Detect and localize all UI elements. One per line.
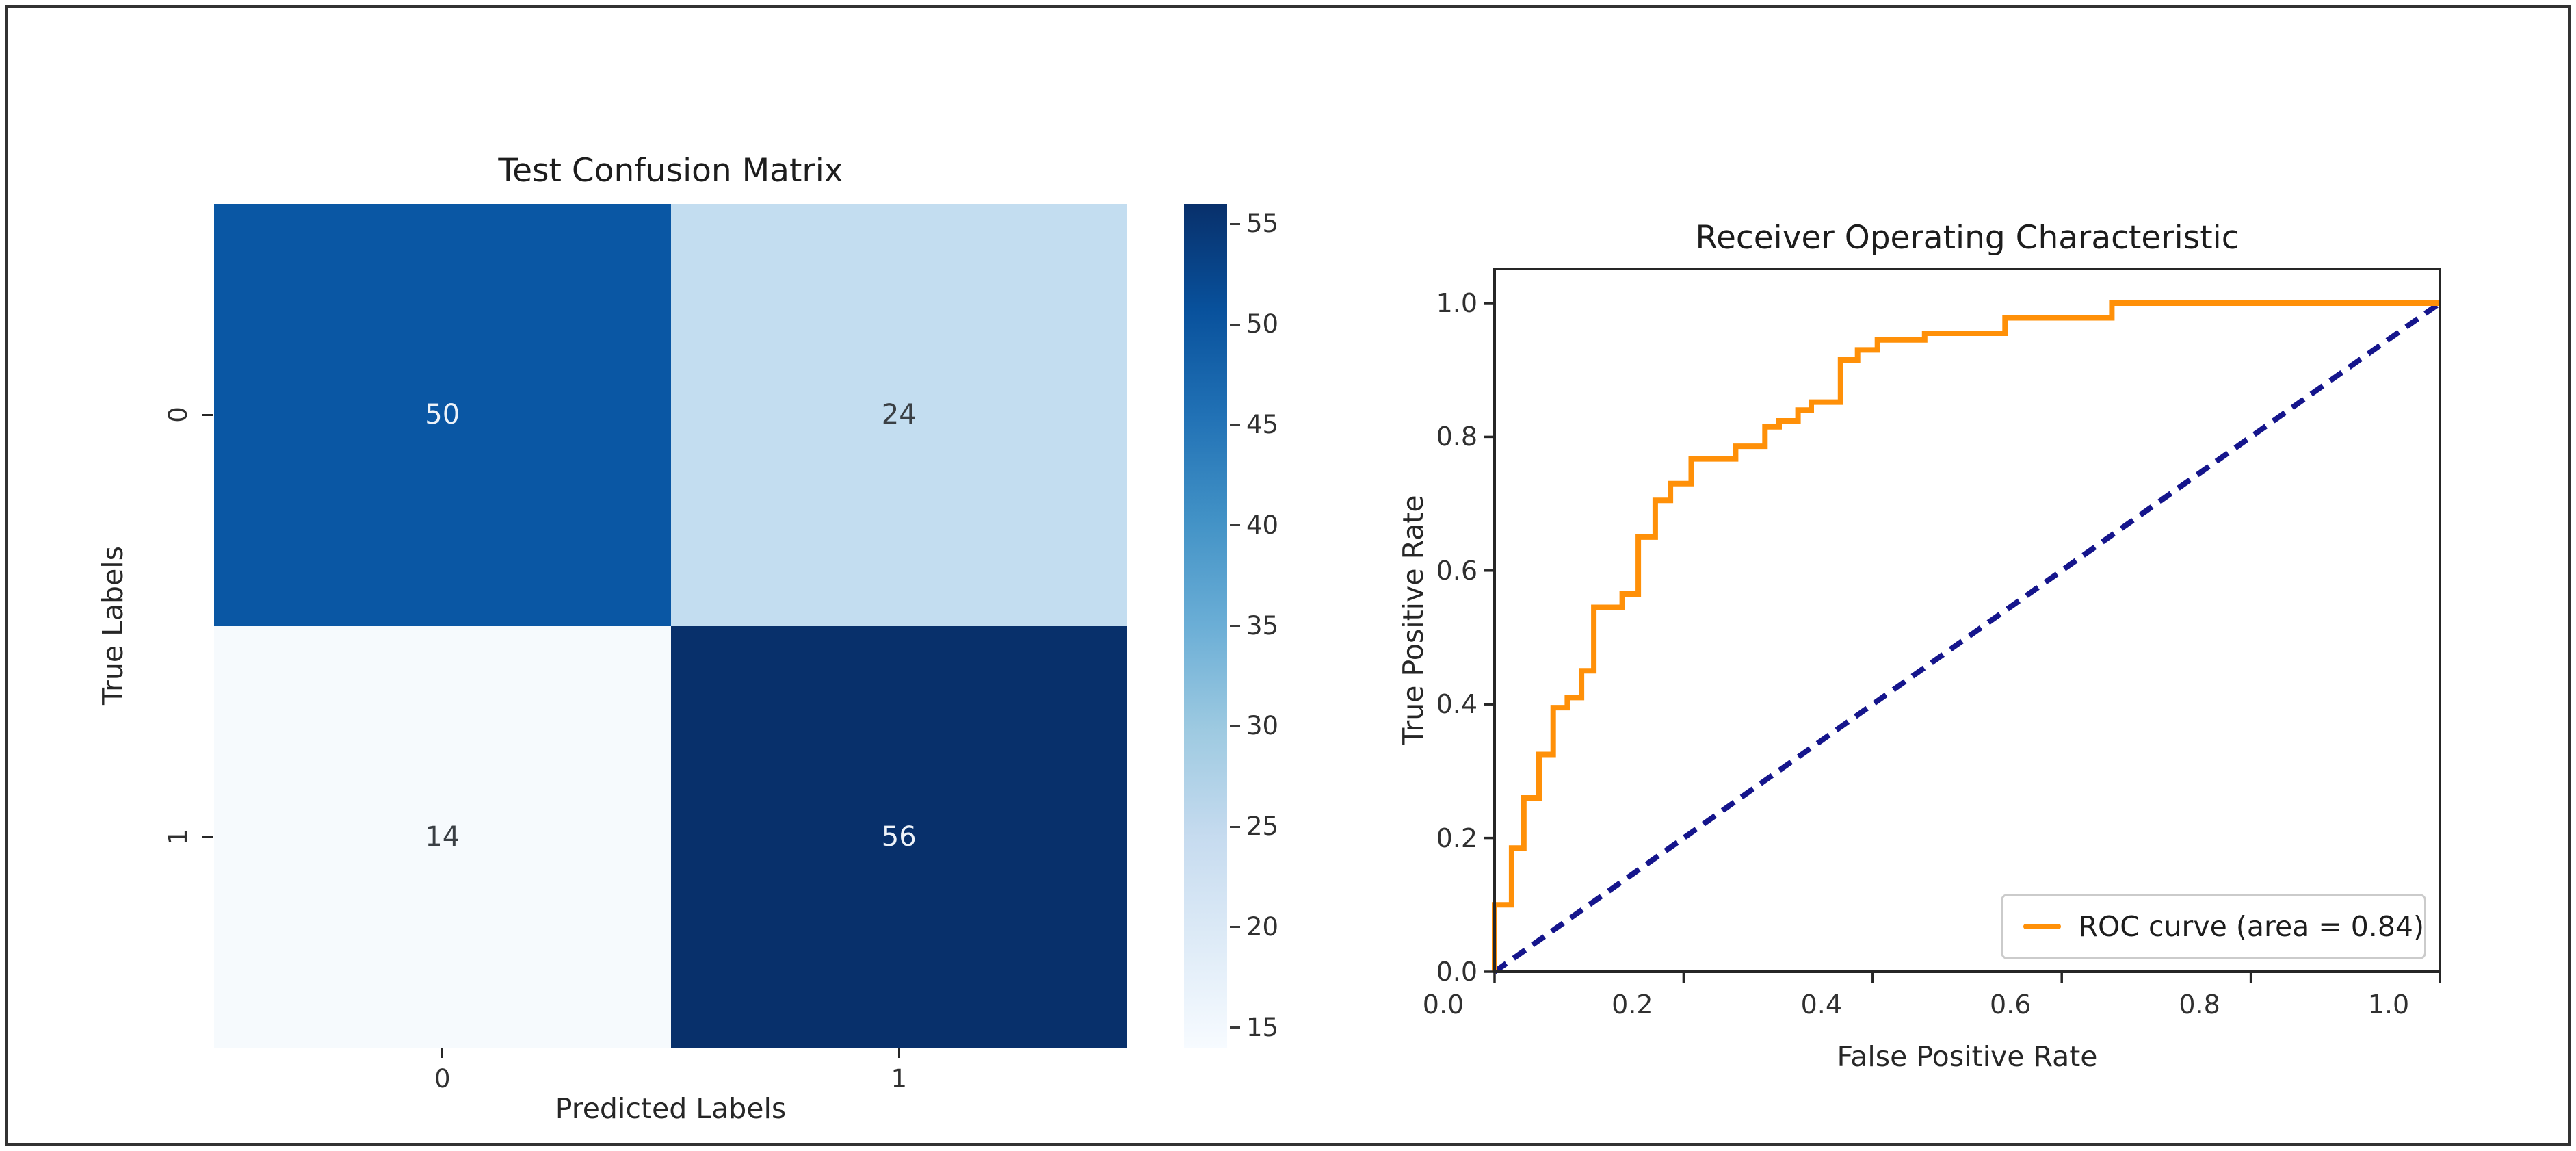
colorbar-tick-mark (1230, 725, 1240, 727)
cm-ytick-label: 1 (163, 828, 193, 845)
confusion-matrix-yaxis-label: True Labels (96, 545, 129, 706)
roc-ytick-label: 0.2 (1436, 823, 1477, 853)
roc-ytick-label: 1.0 (1436, 288, 1477, 318)
roc-yaxis-label: True Positive Rate (1397, 495, 1430, 745)
chance-diagonal-line (1493, 300, 2442, 974)
colorbar-tick-mark (1230, 625, 1240, 627)
colorbar-tick-mark (1230, 323, 1240, 326)
roc-ytick-label: 0.4 (1436, 689, 1477, 720)
roc-xtick-label: 0.8 (2179, 990, 2220, 1020)
confusion-matrix-xaxis-label: Predicted Labels (555, 1092, 787, 1125)
cm-xtick-label: 1 (891, 1064, 908, 1094)
roc-xtick-label: 0.6 (1989, 990, 2032, 1020)
cm-ytick-mark (202, 413, 213, 416)
roc-ytick-label: 0.8 (1436, 422, 1477, 452)
confusion-matrix-cell: 56 (670, 625, 1127, 1048)
roc-xtick-label: 0.0 (1422, 990, 1464, 1020)
confusion-matrix-cell: 14 (214, 625, 671, 1048)
cm-ytick-label: 0 (163, 406, 193, 424)
colorbar-tick-label: 45 (1246, 409, 1279, 439)
colorbar-tick-label: 25 (1246, 812, 1279, 842)
roc-plot (1484, 268, 2442, 983)
roc-curve-legend-swatch (2023, 924, 2061, 929)
colorbar-tick-mark (1230, 424, 1240, 426)
figure-border (5, 5, 2571, 1146)
roc-xtick-label: 1.0 (2367, 990, 2410, 1020)
roc-curve-line (1492, 300, 2440, 972)
confusion-matrix-cell: 24 (670, 204, 1127, 626)
confusion-matrix-title: Test Confusion Matrix (498, 152, 843, 190)
roc-xtick-label: 0.2 (1612, 990, 1653, 1020)
roc-title: Receiver Operating Characteristic (1695, 219, 2239, 257)
colorbar-tick-label: 15 (1246, 1012, 1279, 1042)
roc-legend-label: ROC curve (area = 0.84) (2078, 910, 2424, 943)
colorbar-tick-mark (1230, 524, 1240, 527)
cm-xtick-mark (897, 1048, 900, 1058)
roc-legend: ROC curve (area = 0.84) (2001, 894, 2426, 959)
colorbar-tick-label: 30 (1246, 711, 1279, 741)
colorbar-tick-mark (1230, 222, 1240, 225)
colorbar-tick-mark (1230, 825, 1240, 828)
colorbar-tick-label: 35 (1246, 610, 1279, 641)
roc-ytick-label: 0.6 (1436, 555, 1477, 586)
cm-ytick-mark (202, 836, 213, 838)
colorbar-tick-label: 50 (1246, 309, 1279, 339)
colorbar-tick-mark (1230, 926, 1240, 929)
colorbar-tick-mark (1230, 1026, 1240, 1029)
colorbar-gradient (1184, 204, 1227, 1048)
roc-xtick-label: 0.4 (1800, 990, 1843, 1020)
roc-axes-box (1493, 268, 2441, 973)
colorbar-tick-label: 40 (1246, 510, 1279, 540)
roc-ytick-label: 0.0 (1436, 957, 1477, 987)
cm-xtick-mark (441, 1048, 444, 1058)
colorbar-tick-label: 20 (1246, 911, 1279, 942)
roc-xaxis-label: False Positive Rate (1837, 1040, 2098, 1073)
colorbar-tick-label: 55 (1246, 209, 1279, 239)
cm-xtick-label: 0 (434, 1064, 451, 1094)
confusion-matrix-cell: 50 (214, 204, 671, 626)
